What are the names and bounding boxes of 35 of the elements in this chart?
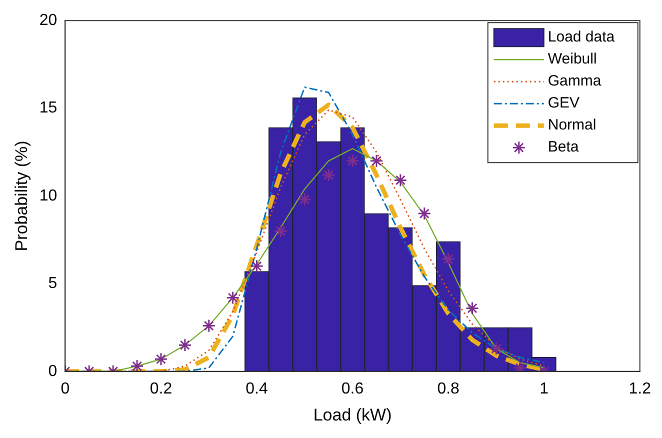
point xyxy=(178,338,192,352)
x-tick-label: 1 xyxy=(540,380,549,398)
legend-label: GEV xyxy=(548,94,580,112)
y-tick-label: 0 xyxy=(48,362,58,380)
x-tick-label: 1.2 xyxy=(628,380,652,398)
y-tick-label: 5 xyxy=(48,275,58,292)
legend-label: Weibull xyxy=(548,50,597,68)
legend-label: Gamma xyxy=(548,72,602,90)
point xyxy=(274,224,288,238)
point xyxy=(442,252,456,266)
point xyxy=(370,154,384,168)
x-tick-label: 0.2 xyxy=(150,380,172,398)
point xyxy=(322,168,336,182)
point xyxy=(298,192,312,206)
point xyxy=(418,206,432,220)
point xyxy=(250,259,264,273)
point xyxy=(466,302,480,316)
point xyxy=(394,173,408,187)
point xyxy=(154,352,168,366)
point xyxy=(130,359,144,372)
legend-label: Normal xyxy=(548,116,596,134)
y-tick-label: 20 xyxy=(39,12,58,30)
x-tick-label: 0.8 xyxy=(437,380,460,398)
legend-label: Load data xyxy=(548,28,616,46)
x-tick-label: 0.6 xyxy=(341,380,364,398)
legend-label: Beta xyxy=(548,138,580,156)
y-tick-label: 10 xyxy=(39,187,58,204)
point xyxy=(202,319,216,333)
x-tick-label: 0.4 xyxy=(246,380,268,398)
x-tick-label: 0 xyxy=(60,380,70,398)
point xyxy=(226,290,240,304)
x-axis-title: Load (kW) xyxy=(313,405,392,424)
point xyxy=(346,154,360,168)
y-axis-title: Probability (%) xyxy=(12,140,31,252)
y-tick-label: 15 xyxy=(39,100,58,117)
